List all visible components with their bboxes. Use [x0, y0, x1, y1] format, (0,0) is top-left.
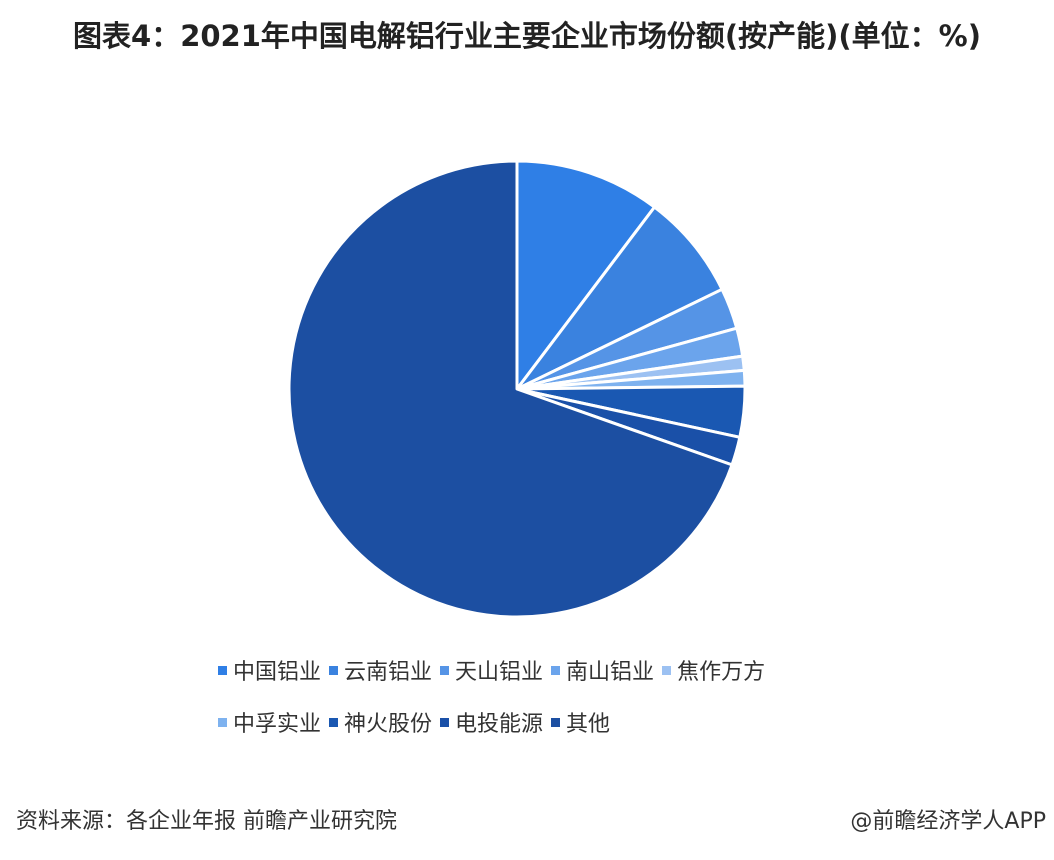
legend-swatch: [662, 665, 672, 675]
legend-swatch: [440, 665, 450, 675]
legend-item: 神火股份: [329, 704, 432, 740]
legend-item: 天山铝业: [440, 652, 543, 688]
legend-label: 神火股份: [344, 712, 433, 737]
legend-item: 其他: [551, 704, 610, 740]
legend-label: 中孚实业: [233, 712, 322, 737]
chart-title: 图表4：2021年中国电解铝行业主要企业市场份额(按产能)(单位：%): [73, 19, 981, 53]
legend-swatch: [551, 717, 561, 727]
legend-swatch: [218, 717, 227, 727]
legend-swatch: [218, 665, 227, 675]
legend-label: 焦作万方: [677, 660, 766, 685]
legend-item: 电投能源: [440, 704, 543, 740]
legend-item: 中孚实业: [218, 704, 321, 740]
legend-item: 中国铝业: [218, 652, 321, 688]
legend-label: 其他: [566, 712, 611, 737]
legend-label: 南山铝业: [566, 660, 655, 685]
legend-item: 焦作万方: [662, 652, 765, 688]
legend-swatch: [329, 665, 339, 675]
source-note: 资料来源：各企业年报 前瞻产业研究院: [16, 809, 397, 834]
legend-label: 电投能源: [455, 712, 544, 737]
legend-swatch: [440, 717, 450, 727]
credit: @前瞻经济学人APP: [850, 809, 1046, 834]
legend-label: 天山铝业: [455, 660, 544, 685]
legend-label: 云南铝业: [344, 660, 433, 685]
legend-label: 中国铝业: [233, 660, 322, 685]
legend: 中国铝业 云南铝业 天山铝业 南山铝业 焦作万方中孚实业 神火股份 电投能源 其他: [218, 652, 858, 740]
pie-slice: [515, 205, 724, 391]
pie-slice: [515, 159, 656, 391]
legend-swatch: [329, 717, 339, 727]
legend-swatch: [551, 665, 561, 675]
pie-slice: [287, 159, 734, 619]
legend-item: 南山铝业: [551, 652, 654, 688]
legend-item: 云南铝业: [329, 652, 432, 688]
